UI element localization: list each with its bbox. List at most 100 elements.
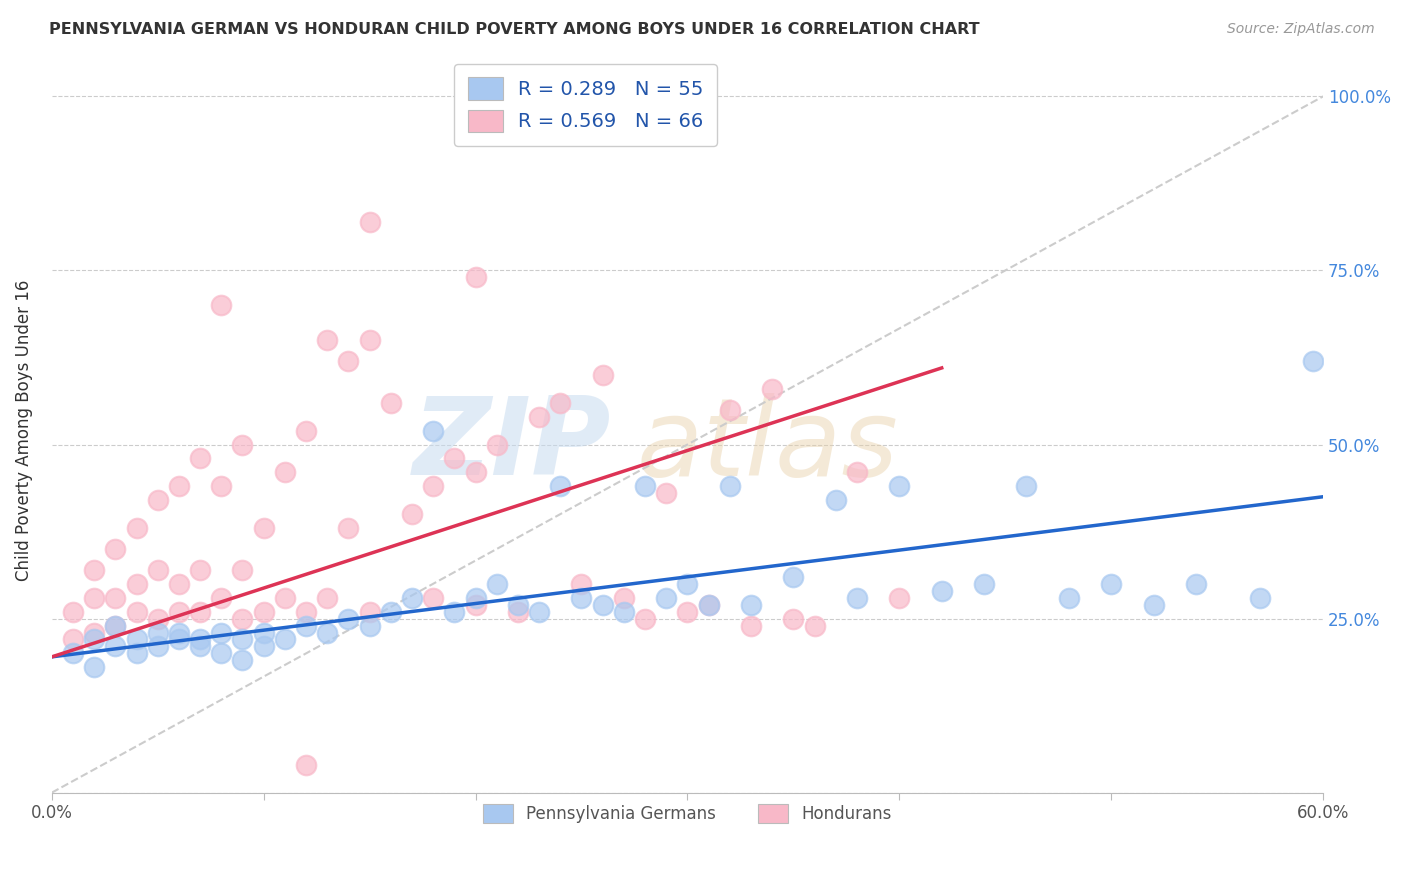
Point <box>146 640 169 654</box>
Point <box>316 333 339 347</box>
Point <box>443 451 465 466</box>
Point <box>1302 354 1324 368</box>
Point <box>231 437 253 451</box>
Point <box>167 625 190 640</box>
Point <box>316 591 339 605</box>
Point <box>188 632 211 647</box>
Point <box>740 618 762 632</box>
Point <box>359 605 381 619</box>
Point <box>613 605 636 619</box>
Point <box>422 424 444 438</box>
Point <box>359 333 381 347</box>
Point <box>464 598 486 612</box>
Point <box>571 591 593 605</box>
Legend: Pennsylvania Germans, Hondurans: Pennsylvania Germans, Hondurans <box>471 792 904 835</box>
Point <box>655 591 678 605</box>
Point <box>295 618 318 632</box>
Point <box>676 576 699 591</box>
Point <box>889 591 911 605</box>
Point <box>506 598 529 612</box>
Point <box>337 354 360 368</box>
Point <box>401 507 423 521</box>
Point <box>1185 576 1208 591</box>
Point <box>655 486 678 500</box>
Point <box>62 647 84 661</box>
Point <box>592 368 614 382</box>
Point <box>104 591 127 605</box>
Point <box>295 605 318 619</box>
Y-axis label: Child Poverty Among Boys Under 16: Child Poverty Among Boys Under 16 <box>15 280 32 582</box>
Point <box>782 570 804 584</box>
Point <box>104 618 127 632</box>
Point <box>718 402 741 417</box>
Text: ZIP: ZIP <box>413 392 612 498</box>
Text: PENNSYLVANIA GERMAN VS HONDURAN CHILD POVERTY AMONG BOYS UNDER 16 CORRELATION CH: PENNSYLVANIA GERMAN VS HONDURAN CHILD PO… <box>49 22 980 37</box>
Point <box>506 605 529 619</box>
Point <box>422 591 444 605</box>
Point <box>380 395 402 409</box>
Point <box>83 591 105 605</box>
Point <box>231 653 253 667</box>
Text: atlas: atlas <box>637 392 898 498</box>
Point <box>464 270 486 285</box>
Point <box>231 563 253 577</box>
Point <box>295 757 318 772</box>
Point <box>274 466 297 480</box>
Point <box>316 625 339 640</box>
Point <box>253 521 276 535</box>
Point <box>718 479 741 493</box>
Point <box>1142 598 1164 612</box>
Point <box>146 625 169 640</box>
Point <box>1099 576 1122 591</box>
Point <box>761 382 783 396</box>
Point <box>359 215 381 229</box>
Point <box>188 563 211 577</box>
Point <box>550 395 572 409</box>
Point <box>1249 591 1271 605</box>
Point <box>295 424 318 438</box>
Point <box>697 598 720 612</box>
Point <box>62 605 84 619</box>
Point <box>125 632 148 647</box>
Point <box>740 598 762 612</box>
Point <box>209 298 232 312</box>
Point <box>973 576 995 591</box>
Point <box>253 605 276 619</box>
Text: Source: ZipAtlas.com: Source: ZipAtlas.com <box>1227 22 1375 37</box>
Point <box>83 625 105 640</box>
Point <box>209 591 232 605</box>
Point <box>634 611 657 625</box>
Point <box>253 640 276 654</box>
Point <box>571 576 593 591</box>
Point <box>62 632 84 647</box>
Point <box>359 618 381 632</box>
Point <box>188 605 211 619</box>
Point <box>104 640 127 654</box>
Point <box>209 625 232 640</box>
Point <box>676 605 699 619</box>
Point <box>167 576 190 591</box>
Point <box>464 466 486 480</box>
Point <box>83 563 105 577</box>
Point <box>464 591 486 605</box>
Point <box>527 409 550 424</box>
Point <box>125 647 148 661</box>
Point <box>782 611 804 625</box>
Point <box>401 591 423 605</box>
Point <box>1015 479 1038 493</box>
Point <box>146 611 169 625</box>
Point <box>527 605 550 619</box>
Point <box>824 493 846 508</box>
Point <box>1057 591 1080 605</box>
Point <box>253 625 276 640</box>
Point <box>209 479 232 493</box>
Point <box>167 479 190 493</box>
Point <box>231 611 253 625</box>
Point <box>443 605 465 619</box>
Point <box>803 618 825 632</box>
Point <box>167 632 190 647</box>
Point <box>188 451 211 466</box>
Point <box>231 632 253 647</box>
Point <box>274 632 297 647</box>
Point <box>125 521 148 535</box>
